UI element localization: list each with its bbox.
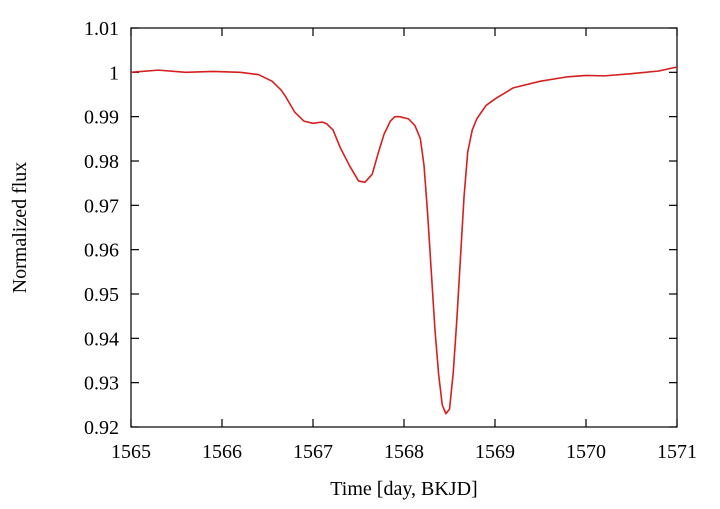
y-axis-ticks: 0.92 0.93 0.94 0.95 0.96 0.97 0.98 0.99 1 1.01 bbox=[84, 18, 677, 439]
y-tick-label: 0.93 bbox=[84, 373, 119, 395]
y-tick-label: 0.97 bbox=[84, 195, 119, 217]
y-tick-label: 0.96 bbox=[84, 240, 119, 262]
x-tick-label: 1570 bbox=[566, 441, 606, 463]
x-axis-title: Time [day, BKJD] bbox=[330, 478, 477, 500]
y-axis-title: Normalized flux bbox=[9, 162, 31, 294]
x-tick-label: 1565 bbox=[111, 441, 151, 463]
y-tick-label: 1 bbox=[109, 62, 119, 84]
flux-series-line bbox=[130, 66, 678, 415]
x-axis-ticks: 1565 1566 1567 1568 1569 1570 1571 bbox=[111, 28, 697, 463]
y-tick-label: 0.98 bbox=[84, 151, 119, 173]
y-tick-label: 0.95 bbox=[84, 284, 119, 306]
y-tick-label: 0.99 bbox=[84, 107, 119, 129]
y-tick-label: 0.92 bbox=[84, 417, 119, 439]
plot-frame bbox=[130, 27, 678, 428]
x-tick-label: 1567 bbox=[293, 441, 333, 463]
x-tick-label: 1571 bbox=[657, 441, 697, 463]
x-tick-label: 1569 bbox=[475, 441, 515, 463]
x-tick-label: 1566 bbox=[202, 441, 242, 463]
x-tick-label: 1568 bbox=[384, 441, 424, 463]
y-tick-label: 0.94 bbox=[84, 328, 119, 350]
y-tick-label: 1.01 bbox=[84, 18, 119, 40]
